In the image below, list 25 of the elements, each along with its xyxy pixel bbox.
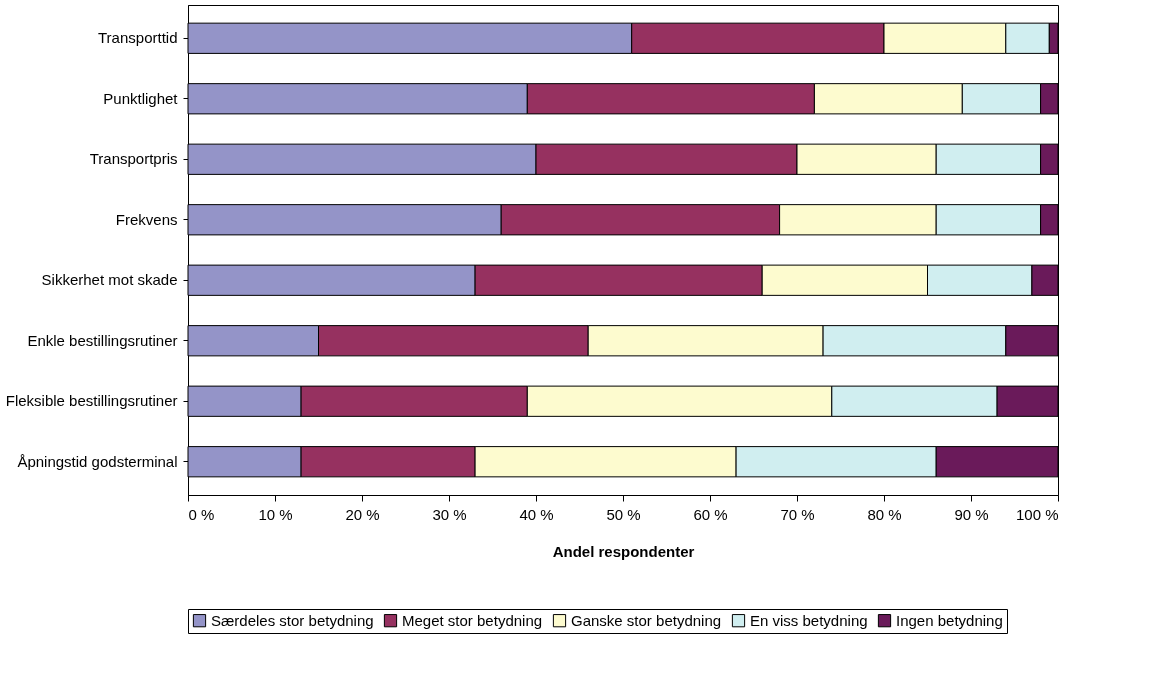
y-tick-label: Åpningstid godsterminal [17, 452, 178, 470]
y-tick-label: Fleksible bestillingsrutiner [5, 392, 178, 410]
x-tick-label: 60 % [693, 505, 728, 523]
x-tick-label: 90 % [954, 505, 989, 523]
legend-label: Ganske stor betydning [571, 611, 722, 629]
legend-label: Meget stor betydning [402, 611, 543, 629]
x-tick-label: 70 % [780, 505, 815, 523]
x-tick-label: 0 % [188, 505, 215, 523]
x-tick-label: 40 % [519, 505, 554, 523]
legend-label: Ingen betydning [896, 611, 1003, 629]
x-tick-label: 20 % [345, 505, 380, 523]
y-tick-label: Sikkerhet mot skade [41, 271, 178, 289]
x-tick-label: 50 % [606, 505, 641, 523]
x-tick-label: 80 % [867, 505, 902, 523]
y-tick-label: Enkle bestillingsrutiner [27, 331, 178, 349]
y-tick-label: Transportpris [89, 150, 178, 168]
legend-label: Særdeles stor betydning [211, 611, 374, 629]
x-tick-label: 30 % [432, 505, 467, 523]
x-tick-label: 10 % [258, 505, 293, 523]
y-tick-label: Transporttid [98, 29, 178, 47]
x-axis-title: Andel respondenter [552, 542, 695, 560]
legend-label: En viss betydning [750, 611, 868, 629]
y-tick-label: Frekvens [115, 210, 178, 228]
y-tick-label: Punktlighet [103, 89, 179, 107]
x-tick-label: 100 % [1015, 505, 1059, 523]
